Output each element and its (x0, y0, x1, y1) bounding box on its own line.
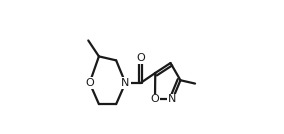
Text: O: O (136, 53, 145, 63)
Text: N: N (168, 94, 177, 105)
Text: O: O (151, 94, 159, 105)
Text: O: O (85, 78, 94, 88)
Text: N: N (121, 78, 130, 88)
